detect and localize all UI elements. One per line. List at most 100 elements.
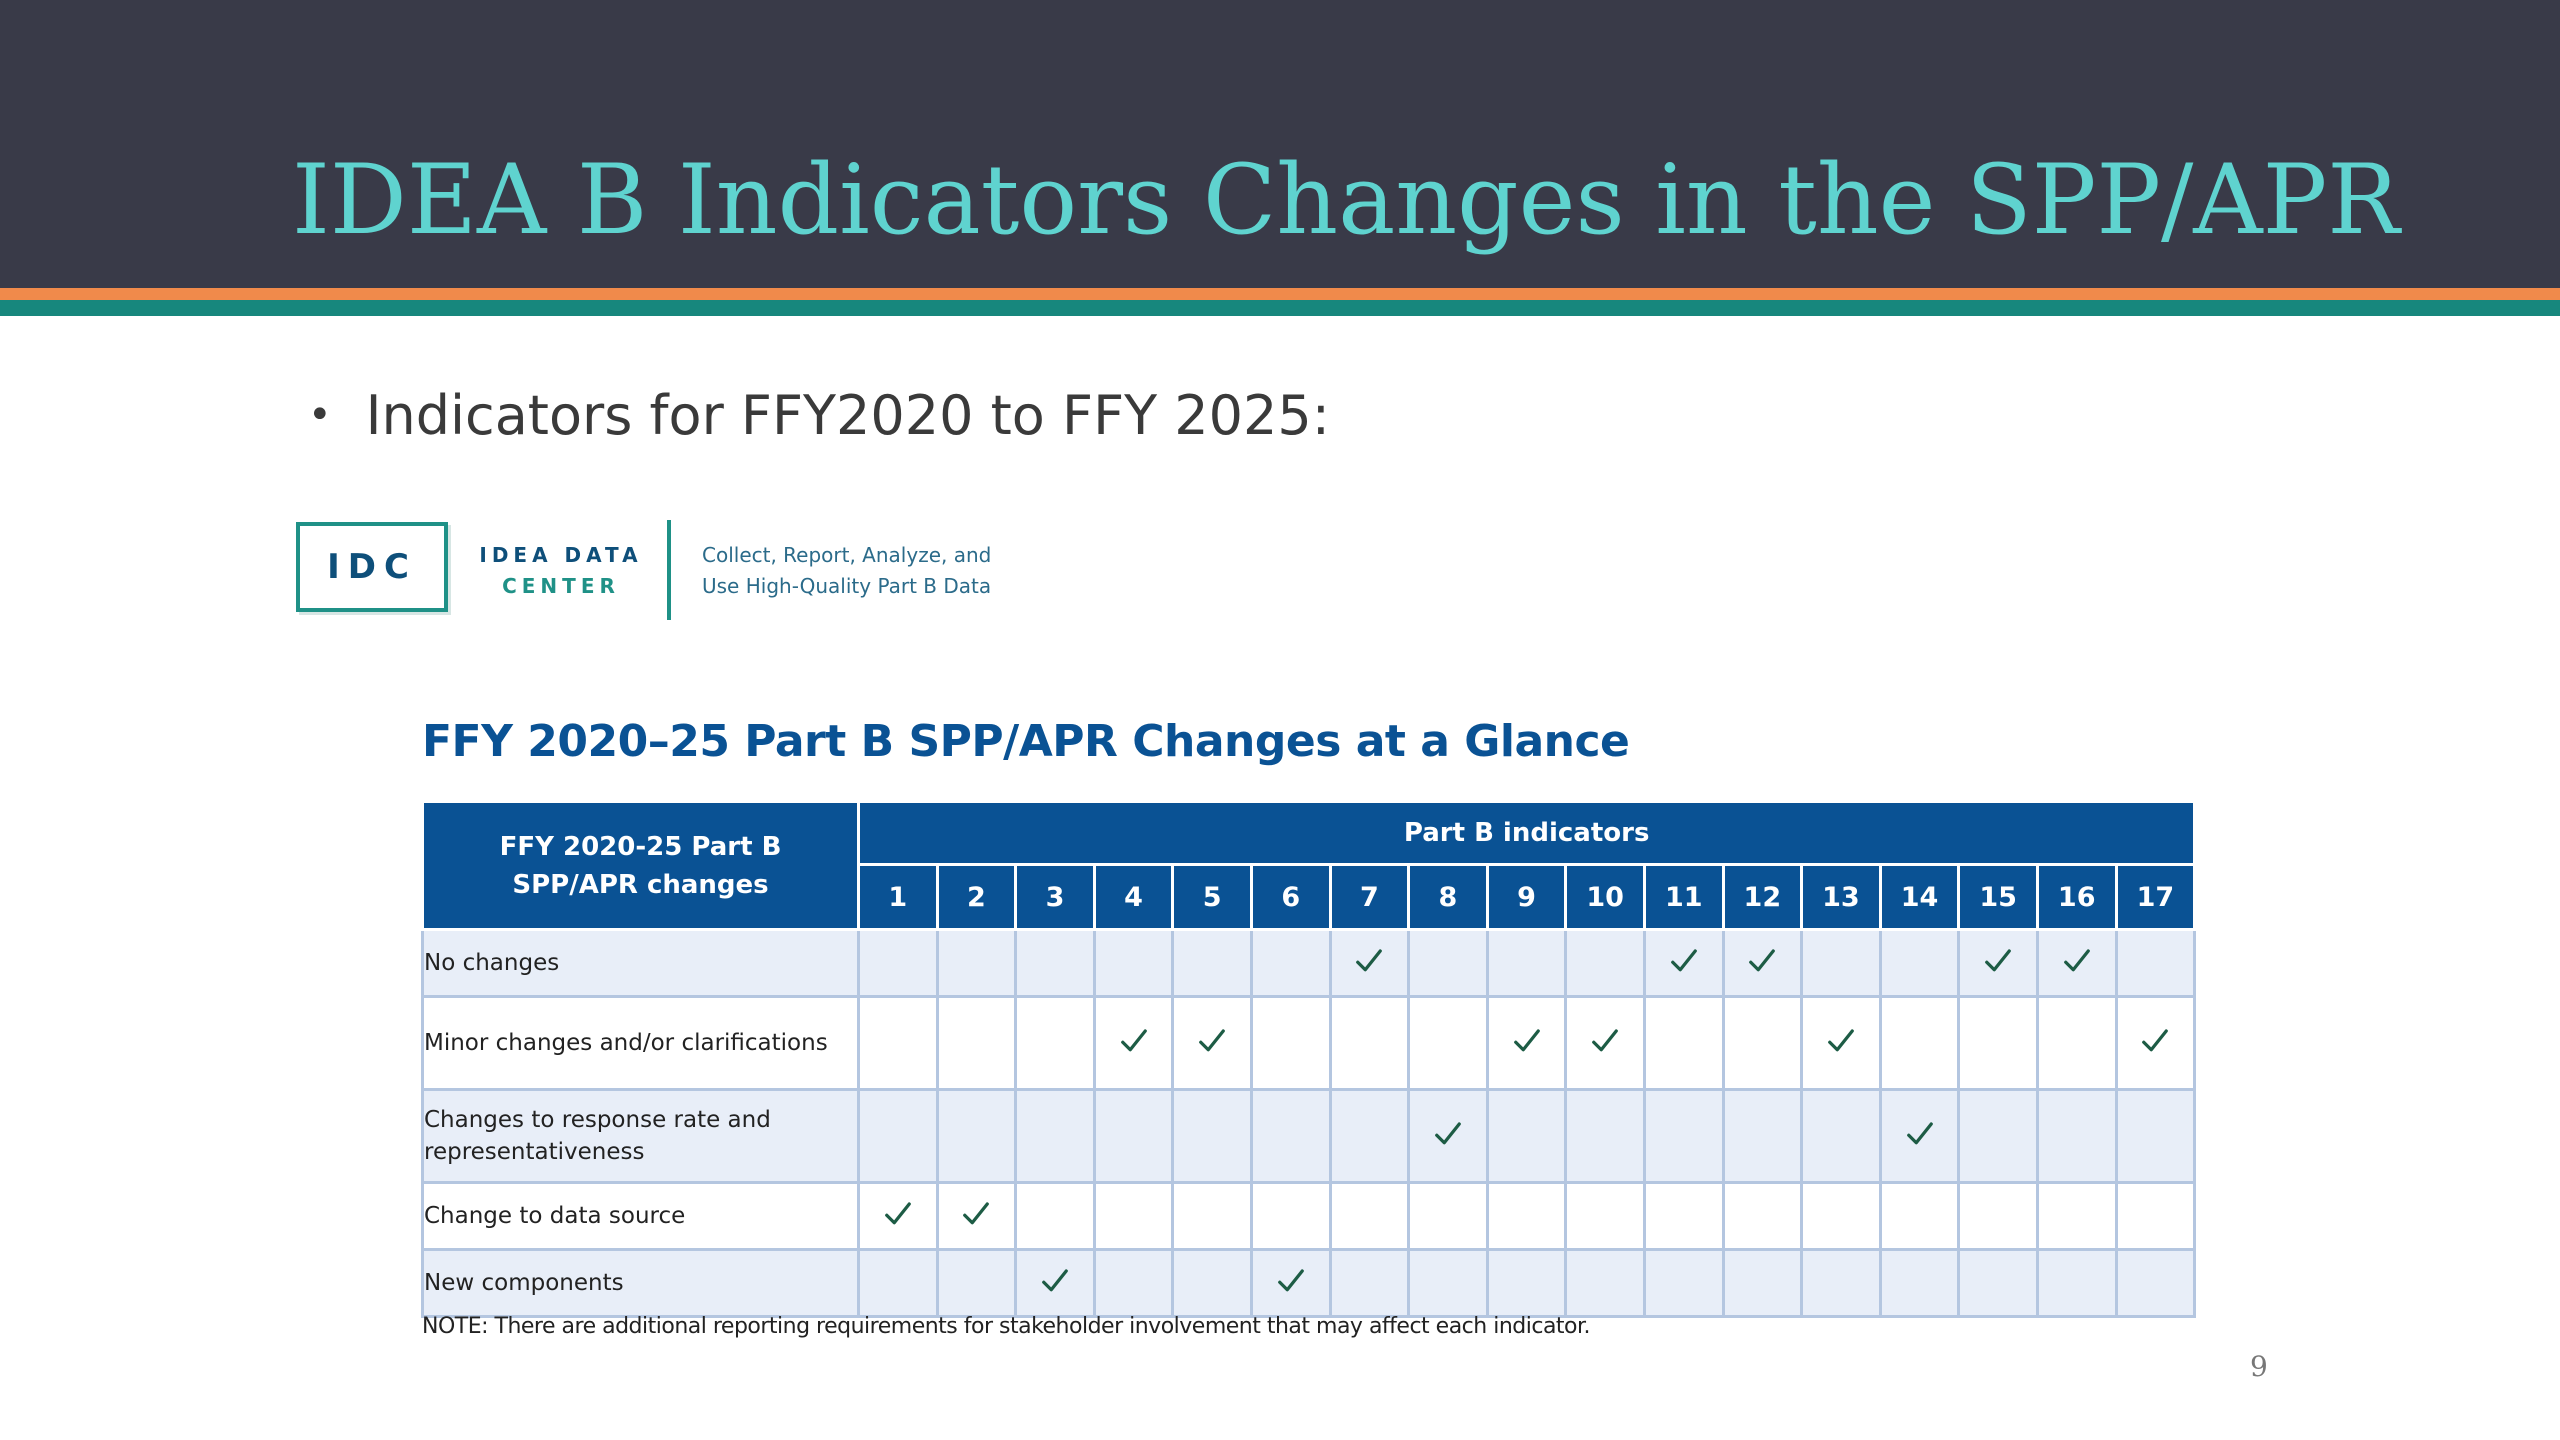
logo-name-line1: IDEA DATA xyxy=(479,543,643,567)
table-cell xyxy=(1249,928,1332,998)
table-cell xyxy=(2035,928,2118,998)
table-cell xyxy=(935,1088,1018,1184)
logo-divider xyxy=(667,520,671,620)
check-icon xyxy=(2142,1029,2169,1052)
corner-header: FFY 2020-25 Part B SPP/APR changes xyxy=(421,800,860,931)
table-cell xyxy=(1328,995,1411,1091)
table-note: NOTE: There are additional reporting req… xyxy=(422,1314,1591,1339)
check-icon xyxy=(1042,1269,1068,1292)
check-icon xyxy=(1356,949,1383,972)
table-cell xyxy=(1957,1088,2039,1184)
table-cell xyxy=(1957,1248,2039,1318)
table-cell xyxy=(1407,1181,1489,1251)
table-cell xyxy=(1249,1088,1332,1184)
table-cell xyxy=(1485,928,1568,998)
slide-title: IDEA B Indicators Changes in the SPP/APR xyxy=(292,144,2400,256)
table-cell xyxy=(2114,928,2197,998)
table-cell xyxy=(1171,928,1253,998)
table-cell xyxy=(2114,1181,2197,1251)
table-cell xyxy=(1564,1088,1646,1184)
check-icon xyxy=(1670,949,1697,972)
corner-header-line2: SPP/APR changes xyxy=(512,869,769,900)
indicator-header-11: 11 xyxy=(1642,863,1725,931)
table-cell xyxy=(1800,1088,1882,1184)
table-cell xyxy=(935,1248,1018,1318)
indicator-header-16: 16 xyxy=(2035,863,2118,931)
table-cell xyxy=(1721,1088,1804,1184)
table-cell xyxy=(1485,1088,1568,1184)
table-cell xyxy=(2035,995,2118,1091)
check-icon xyxy=(1120,1029,1147,1052)
table-cell xyxy=(1328,1248,1411,1318)
table-cell xyxy=(1642,928,1725,998)
indicator-header-6: 6 xyxy=(1249,863,1332,931)
check-icon xyxy=(1435,1122,1461,1145)
table-cell xyxy=(1171,1248,1253,1318)
check-icon xyxy=(1749,949,1776,972)
table-body: No changes Minor changes and/or clarifica… xyxy=(421,928,2197,1318)
row-label: New components xyxy=(421,1248,860,1318)
table-cell xyxy=(1092,1248,1175,1318)
table-header-row-group: FFY 2020-25 Part B SPP/APR changes Part … xyxy=(421,800,2197,931)
table-cell xyxy=(935,995,1018,1091)
check-icon xyxy=(1277,1269,1304,1292)
table-row: Change to data source xyxy=(421,1181,2197,1251)
table-cell xyxy=(1328,1088,1411,1184)
table-cell xyxy=(1407,928,1489,998)
indicator-header-13: 13 xyxy=(1800,863,1882,931)
corner-header-line1: FFY 2020-25 Part B xyxy=(499,831,782,862)
table-header-row-numbers: 1 2 3 4 5 6 7 8 9 10 11 12 13 14 15 16 17 xyxy=(423,863,2197,931)
table-cell xyxy=(1564,1181,1646,1251)
indicator-header-10: 10 xyxy=(1564,863,1646,931)
table-cell xyxy=(1014,1181,1096,1251)
indicator-header-12: 12 xyxy=(1721,863,1804,931)
table-cell xyxy=(1407,1088,1489,1184)
table-cell xyxy=(1171,1181,1253,1251)
table-cell xyxy=(1171,1088,1253,1184)
changes-table: FFY 2020-25 Part B SPP/APR changes Part … xyxy=(421,800,2197,1318)
page-number: 9 xyxy=(2250,1350,2268,1383)
indicator-header-9: 9 xyxy=(1485,863,1568,931)
table-cell xyxy=(1249,1248,1332,1318)
table-row: Minor changes and/or clarifications xyxy=(421,995,2197,1091)
table-row: No changes xyxy=(421,928,2197,998)
row-label: Changes to response rate and representat… xyxy=(421,1088,860,1184)
table-cell xyxy=(1092,1181,1175,1251)
table-cell xyxy=(1721,928,1804,998)
table-cell xyxy=(857,1088,939,1184)
logo-tagline: Collect, Report, Analyze, and Use High-Q… xyxy=(702,540,1062,602)
table-cell xyxy=(1014,1248,1096,1318)
table-cell xyxy=(1642,1248,1725,1318)
table-cell xyxy=(1407,1248,1489,1318)
table-cell xyxy=(1249,995,1332,1091)
table-cell xyxy=(1171,995,1253,1091)
table-cell xyxy=(1957,995,2039,1091)
table-cell xyxy=(857,995,939,1091)
table-cell xyxy=(1642,1088,1725,1184)
table-cell xyxy=(1878,1181,1961,1251)
bullet-text: Indicators for FFY2020 to FFY 2025: xyxy=(365,383,1330,447)
table-cell xyxy=(1328,928,1411,998)
table-cell xyxy=(1721,1181,1804,1251)
table-cell xyxy=(857,1248,939,1318)
check-icon xyxy=(1985,949,2011,972)
indicator-header-4: 4 xyxy=(1092,863,1175,931)
title-bar: IDEA B Indicators Changes in the SPP/APR xyxy=(0,0,2560,288)
indicator-header-1: 1 xyxy=(857,863,939,931)
logo-name-line2: CENTER xyxy=(502,574,620,598)
table-cell xyxy=(1878,1248,1961,1318)
table-cell xyxy=(1957,1181,2039,1251)
check-icon xyxy=(963,1202,990,1225)
table-cell xyxy=(1800,995,1882,1091)
table-cell xyxy=(1485,995,1568,1091)
table-cell xyxy=(1642,1181,1725,1251)
table-cell xyxy=(1014,1088,1096,1184)
check-icon xyxy=(1199,1029,1226,1052)
table-cell xyxy=(1800,1181,1882,1251)
bullet-dot-icon: • xyxy=(308,392,332,438)
table-cell xyxy=(1564,1248,1646,1318)
table-cell xyxy=(935,928,1018,998)
table-row: New components xyxy=(421,1248,2197,1318)
table-cell xyxy=(1957,928,2039,998)
table-cell xyxy=(1564,928,1646,998)
